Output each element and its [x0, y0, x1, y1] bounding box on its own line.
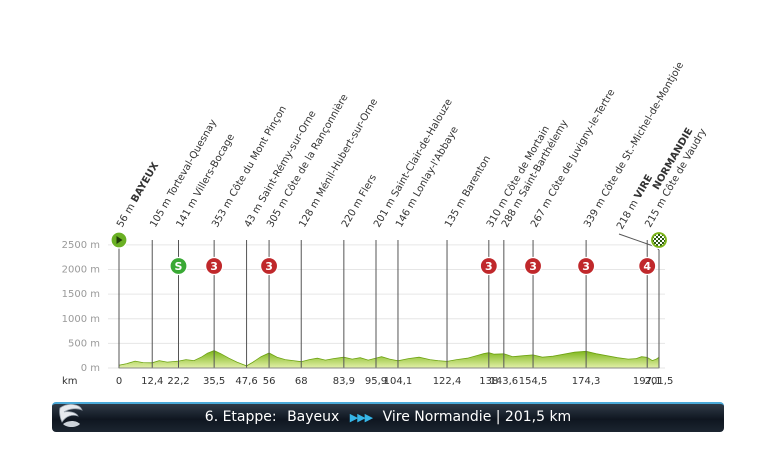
elevation-profile [118, 350, 660, 369]
x-tick-label: 95,9 [365, 376, 387, 387]
y-grid: 2500 m 2000 m 1500 m 1000 m 500 m 0 m [62, 240, 665, 374]
y-tick-label: 2000 m [62, 265, 100, 276]
x-tick-label: 104,1 [384, 376, 413, 387]
banner-stage: 6. Etappe: [204, 409, 277, 425]
waypoint-elevation: 339 m [582, 194, 609, 230]
x-tick-label: 122,4 [433, 376, 462, 387]
marker-label: 3 [265, 260, 273, 273]
elevation-area [118, 350, 660, 369]
waypoint-markers: S 3 3 3 3 3 4 [110, 230, 669, 276]
y-tick-label: 1500 m [62, 289, 100, 300]
x-tick-label: 0 [116, 376, 122, 387]
waypoint-elevation: 267 m [529, 194, 556, 230]
waypoint-elevation: 105 m [148, 194, 175, 230]
waypoint-label: 135 m Barenton [443, 154, 493, 230]
play-arrow-icon [116, 236, 123, 244]
climb-marker [523, 256, 543, 276]
waypoint-name: Flers [358, 173, 380, 199]
y-tick-label: 1000 m [62, 314, 100, 325]
x-tick-label: 35,5 [203, 376, 225, 387]
x-tick-label: 56 [263, 376, 276, 387]
waypoint-elevation: 56 m [115, 199, 139, 229]
waypoint-elevation: 128 m [297, 194, 324, 230]
arrows-icon: ▶▶▶ [349, 411, 373, 424]
x-tick-label: 47,6 [235, 376, 257, 387]
waypoint-lines [118, 240, 660, 368]
x-tick-label: 12,4 [141, 376, 163, 387]
waypoint-elevation: 218 m [615, 196, 642, 232]
y-tick-label: 0 m [81, 363, 100, 374]
waypoint-elevation: 215 m [643, 194, 670, 230]
x-tick-label: 174,3 [572, 376, 601, 387]
waypoint-name: BAYEUX [129, 160, 161, 204]
marker-label: 3 [210, 260, 218, 273]
banner-to: Vire Normandie | 201,5 km [382, 409, 572, 425]
waypoint-elevation: 43 m [243, 199, 267, 229]
marker-label: S [175, 260, 183, 273]
banner-title: 6. Etappe: Bayeux ▶▶▶ Vire Normandie | 2… [52, 409, 724, 425]
waypoint-name: Barenton [461, 154, 493, 199]
x-axis-unit: km [62, 376, 78, 387]
y-tick-label: 2500 m [62, 240, 100, 251]
climb-marker [479, 256, 498, 276]
sprint-marker [169, 256, 188, 276]
climb-marker [205, 256, 224, 276]
waypoint-elevation: 141 m [175, 194, 202, 230]
x-tick-label: 154,5 [519, 376, 548, 387]
stage-banner: 6. Etappe: Bayeux ▶▶▶ Vire Normandie | 2… [52, 402, 724, 432]
marker-label: 3 [485, 260, 493, 273]
checkered-flag-icon [653, 234, 665, 246]
x-tick-label: 197,1 [633, 376, 662, 387]
banner-from: Bayeux [287, 409, 340, 425]
x-tick-label: 22,2 [167, 376, 189, 387]
y-tick-label: 500 m [68, 338, 100, 349]
marker-label: 4 [643, 260, 651, 273]
climb-marker [638, 256, 657, 276]
marker-label: 3 [529, 260, 537, 273]
climb-marker [259, 256, 279, 276]
marker-label: 3 [582, 260, 590, 273]
climb-marker [577, 256, 596, 276]
waypoint-elevation: 220 m [340, 194, 367, 230]
waypoint-elevation: 353 m [210, 194, 237, 230]
x-tick-label: 201,5 [645, 376, 674, 387]
x-tick-label: 138 [479, 376, 498, 387]
swoosh-logo-icon [59, 404, 83, 427]
x-tick-label: 68 [295, 376, 308, 387]
waypoint-elevation: 135 m [443, 194, 470, 230]
finish-connector [618, 233, 657, 248]
waypoint-name: Côte du Mont Pinçon [227, 104, 289, 199]
x-tick-label: 83,9 [333, 376, 355, 387]
x-tick-label: 143,6 [490, 376, 519, 387]
